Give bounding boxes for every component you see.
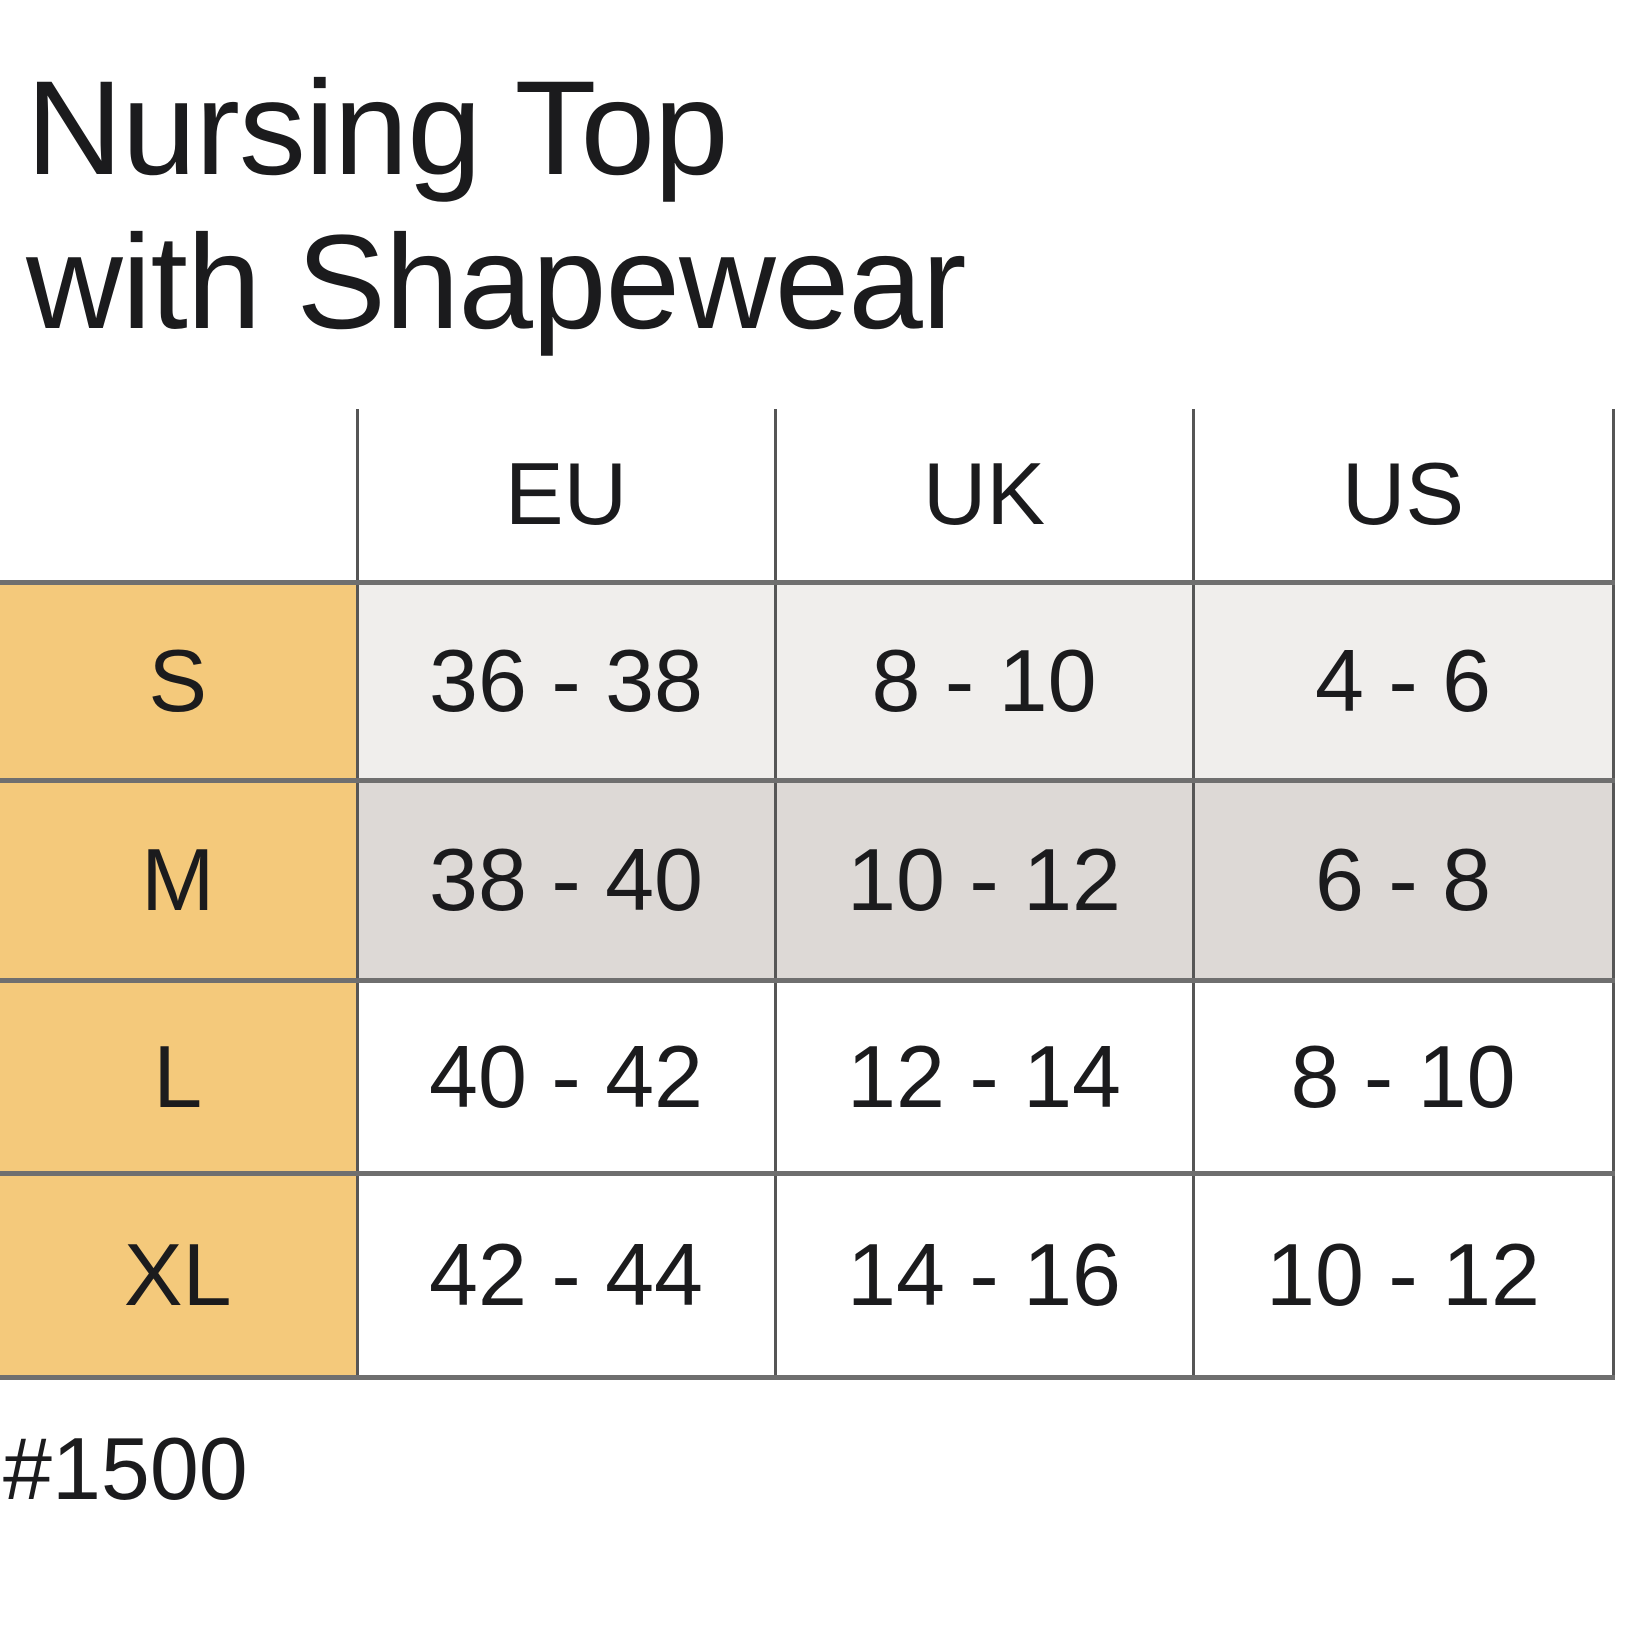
column-header-us: US xyxy=(1191,409,1615,582)
size-chart-table: EU UK US S 36 - 38 8 - 10 4 - 6 M 38 - 4… xyxy=(0,409,1615,1380)
value-s-eu: 36 - 38 xyxy=(355,582,775,780)
value-l-us: 8 - 10 xyxy=(1191,980,1615,1173)
size-label-xl: XL xyxy=(0,1173,357,1377)
value-s-us: 4 - 6 xyxy=(1191,582,1615,780)
header-row: EU UK US xyxy=(0,409,1615,582)
table-row-xl: XL 42 - 44 14 - 16 10 - 12 xyxy=(0,1173,1615,1377)
value-xl-us: 10 - 12 xyxy=(1191,1173,1615,1377)
table-row-l: L 40 - 42 12 - 14 8 - 10 xyxy=(0,980,1615,1173)
table-row-s: S 36 - 38 8 - 10 4 - 6 xyxy=(0,582,1615,780)
column-header-uk: UK xyxy=(773,409,1193,582)
value-l-uk: 12 - 14 xyxy=(773,980,1193,1173)
column-header-eu: EU xyxy=(355,409,775,582)
product-code: #1500 xyxy=(3,1419,248,1518)
value-m-us: 6 - 8 xyxy=(1191,780,1615,980)
corner-cell xyxy=(0,409,357,582)
size-label-s: S xyxy=(0,582,357,780)
value-l-eu: 40 - 42 xyxy=(355,980,775,1173)
size-label-m: M xyxy=(0,780,357,980)
title-line-2: with Shapewear xyxy=(26,208,966,357)
value-xl-uk: 14 - 16 xyxy=(773,1173,1193,1377)
page-title: Nursing Top with Shapewear xyxy=(26,52,966,360)
value-s-uk: 8 - 10 xyxy=(773,582,1193,780)
title-line-1: Nursing Top xyxy=(26,54,729,203)
size-label-l: L xyxy=(0,980,357,1173)
value-m-uk: 10 - 12 xyxy=(773,780,1193,980)
value-m-eu: 38 - 40 xyxy=(355,780,775,980)
value-xl-eu: 42 - 44 xyxy=(355,1173,775,1377)
table-row-m: M 38 - 40 10 - 12 6 - 8 xyxy=(0,780,1615,980)
